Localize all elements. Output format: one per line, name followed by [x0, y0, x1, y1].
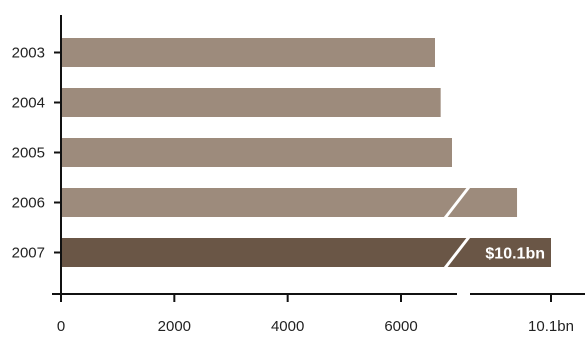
category-label-2003: 2003	[12, 45, 45, 62]
bar-2005	[61, 138, 452, 167]
bar-2006	[61, 188, 518, 217]
bar-2004	[61, 88, 441, 117]
category-label-2004: 2004	[12, 95, 45, 112]
category-label-2007: 2007	[12, 245, 45, 262]
data-label-2007: $10.1bn	[485, 246, 545, 263]
x-tick-label-2: 4000	[271, 318, 304, 335]
bars-group	[61, 38, 551, 269]
x-tick-label-3: 6000	[384, 318, 417, 335]
x-tick-label-0: 0	[57, 318, 65, 335]
category-label-2005: 2005	[12, 145, 45, 162]
labels-group: 2003 2004 2005 2006 2007 $10.1bn 0 2000 4000 6000…	[12, 45, 574, 336]
x-tick-label-1: 2000	[158, 318, 191, 335]
axes-group	[52, 15, 585, 302]
category-label-2006: 2006	[12, 195, 45, 212]
bar-break-mark-2007	[443, 236, 471, 269]
bar-2003	[61, 38, 435, 67]
bar-2007	[61, 238, 551, 267]
x-tick-label-4: 10.1bn	[528, 318, 574, 335]
bar-break-mark-2006	[443, 186, 471, 219]
